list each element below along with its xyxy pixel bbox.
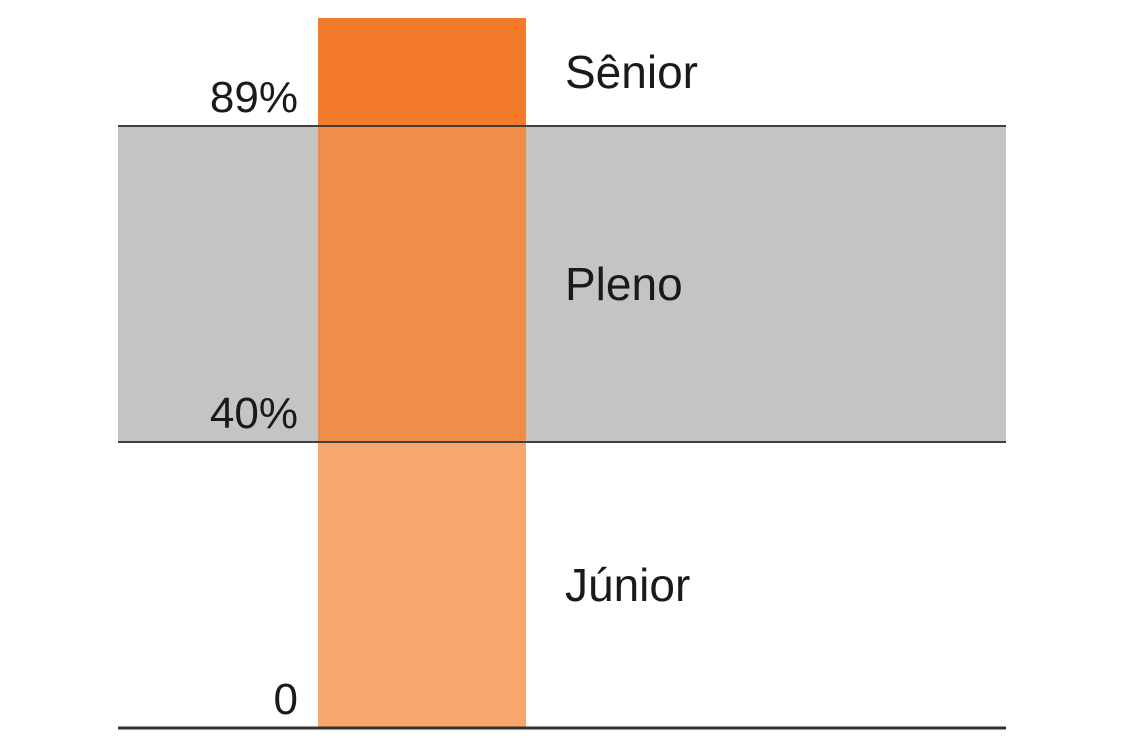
- band-label-júnior: Júnior: [565, 559, 690, 611]
- bar-segment-1: [318, 126, 526, 442]
- tick-label-1: 40%: [210, 389, 298, 438]
- bar-segment-2: [318, 18, 526, 126]
- band-bg-pleno: [118, 126, 1006, 442]
- band-label-pleno: Pleno: [565, 258, 683, 310]
- band-label-sênior: Sênior: [565, 46, 698, 98]
- tick-label-0: 0: [274, 675, 298, 724]
- tick-label-2: 89%: [210, 73, 298, 122]
- bar-segment-0: [318, 442, 526, 728]
